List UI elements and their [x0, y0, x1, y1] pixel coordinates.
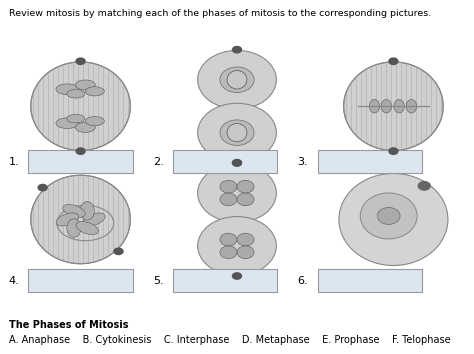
Circle shape	[388, 147, 399, 155]
Ellipse shape	[227, 70, 247, 89]
FancyBboxPatch shape	[173, 150, 277, 173]
Circle shape	[388, 57, 399, 65]
Ellipse shape	[369, 99, 380, 113]
Ellipse shape	[220, 193, 237, 206]
Circle shape	[232, 272, 242, 280]
Ellipse shape	[56, 118, 79, 129]
Circle shape	[75, 57, 86, 65]
Ellipse shape	[75, 122, 95, 132]
Text: 1.: 1.	[9, 157, 19, 167]
Ellipse shape	[237, 246, 254, 259]
Ellipse shape	[75, 80, 95, 90]
Ellipse shape	[85, 116, 104, 126]
Circle shape	[75, 147, 86, 155]
Ellipse shape	[56, 213, 79, 226]
FancyBboxPatch shape	[318, 269, 422, 292]
Circle shape	[418, 181, 431, 191]
Ellipse shape	[406, 99, 417, 113]
Text: A. Anaphase    B. Cytokinesis    C. Interphase    D. Metaphase    E. Prophase   : A. Anaphase B. Cytokinesis C. Interphase…	[9, 335, 451, 344]
Circle shape	[232, 46, 242, 53]
Ellipse shape	[67, 219, 81, 237]
Ellipse shape	[82, 213, 105, 226]
Ellipse shape	[67, 114, 85, 123]
Ellipse shape	[220, 233, 237, 246]
FancyBboxPatch shape	[28, 150, 133, 173]
Ellipse shape	[237, 233, 254, 246]
Ellipse shape	[67, 90, 85, 98]
Ellipse shape	[56, 84, 79, 95]
Ellipse shape	[360, 193, 417, 239]
Circle shape	[37, 184, 48, 192]
Text: 4.: 4.	[8, 275, 19, 286]
Text: Review mitosis by matching each of the phases of mitosis to the corresponding pi: Review mitosis by matching each of the p…	[9, 9, 432, 18]
Ellipse shape	[220, 246, 237, 259]
Ellipse shape	[198, 50, 276, 109]
Ellipse shape	[377, 207, 400, 224]
Ellipse shape	[237, 193, 254, 206]
Ellipse shape	[76, 222, 99, 235]
Ellipse shape	[31, 62, 130, 150]
Ellipse shape	[237, 180, 254, 193]
Ellipse shape	[381, 99, 392, 113]
Ellipse shape	[220, 120, 254, 145]
Circle shape	[232, 159, 242, 167]
Ellipse shape	[339, 173, 448, 266]
Text: 6.: 6.	[298, 275, 308, 286]
Ellipse shape	[198, 217, 276, 275]
Ellipse shape	[80, 202, 94, 220]
Ellipse shape	[220, 180, 237, 193]
Ellipse shape	[220, 67, 254, 92]
FancyBboxPatch shape	[318, 150, 422, 173]
Text: 5.: 5.	[153, 275, 164, 286]
Ellipse shape	[394, 99, 404, 113]
Ellipse shape	[198, 103, 276, 162]
Text: 2.: 2.	[153, 157, 164, 167]
FancyBboxPatch shape	[28, 269, 133, 292]
Ellipse shape	[198, 164, 276, 222]
Ellipse shape	[85, 87, 104, 96]
Ellipse shape	[31, 175, 130, 264]
Circle shape	[232, 159, 242, 167]
Text: 3.: 3.	[298, 157, 308, 167]
FancyBboxPatch shape	[173, 269, 277, 292]
Text: The Phases of Mitosis: The Phases of Mitosis	[9, 320, 129, 330]
Circle shape	[113, 247, 124, 255]
Ellipse shape	[63, 204, 85, 217]
Ellipse shape	[227, 124, 247, 142]
Ellipse shape	[344, 62, 443, 150]
